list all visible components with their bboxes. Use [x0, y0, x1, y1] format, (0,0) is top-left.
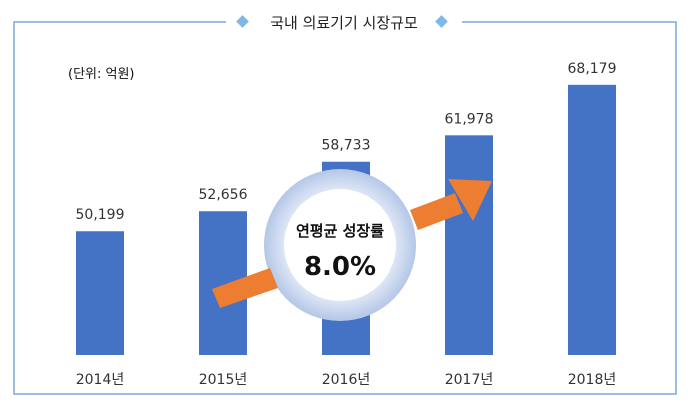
bar-2018년	[568, 84, 616, 356]
bar-value-label: 50,199	[76, 207, 125, 223]
arrow-icon	[212, 179, 492, 308]
arrow-head	[448, 179, 492, 221]
growth-ring-inner	[284, 189, 396, 301]
chart-frame	[13, 21, 677, 395]
diamond-icon	[236, 15, 249, 28]
bar-2014년	[76, 231, 124, 355]
arrow-shaft-upper	[410, 193, 463, 230]
x-tick-label: 2014년	[76, 372, 125, 388]
x-tick-label: 2018년	[568, 372, 617, 388]
bar-value-label: 58,733	[322, 138, 371, 154]
x-tick-label: 2015년	[199, 372, 248, 388]
x-tick-label: 2017년	[445, 372, 494, 388]
growth-label: 연평균 성장률	[296, 222, 384, 240]
chart-title: 국내 의료기기 시장규모	[270, 14, 418, 32]
bar-value-label: 61,978	[445, 111, 494, 127]
arrow-shaft-lower	[212, 268, 278, 308]
growth-annotation: 연평균 성장률 8.0%	[212, 169, 492, 321]
x-tick-label: 2016년	[322, 372, 371, 388]
diamond-icon	[435, 15, 448, 28]
unit-label: (단위: 억원)	[68, 67, 135, 82]
growth-value: 8.0%	[304, 252, 376, 282]
bar-2017년	[445, 135, 493, 355]
bar-value-label: 52,656	[199, 187, 248, 203]
bar-value-label: 68,179	[568, 61, 617, 77]
